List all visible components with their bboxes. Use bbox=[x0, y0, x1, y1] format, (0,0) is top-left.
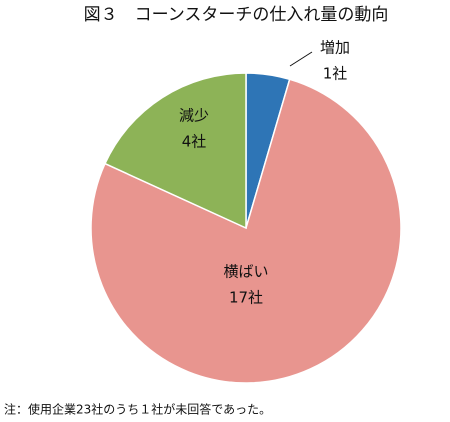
slice-label: 減少 bbox=[179, 107, 209, 125]
slice-label: 増加 bbox=[320, 39, 350, 57]
pie-slice bbox=[90, 78, 402, 384]
slice-value-label: 4社 bbox=[182, 133, 207, 151]
chart-note: 注：使用企業23社のうち１社が未回答であった。 bbox=[4, 402, 271, 417]
slice-value-label: 17社 bbox=[229, 289, 263, 307]
pie-slice bbox=[104, 72, 247, 230]
chart-title: 図３ コーンスターチの仕入れ量の動向 bbox=[84, 5, 389, 25]
slice-label: 横ばい bbox=[223, 263, 268, 281]
slice-value-label: 1社 bbox=[323, 65, 348, 83]
leader-line bbox=[289, 51, 313, 67]
